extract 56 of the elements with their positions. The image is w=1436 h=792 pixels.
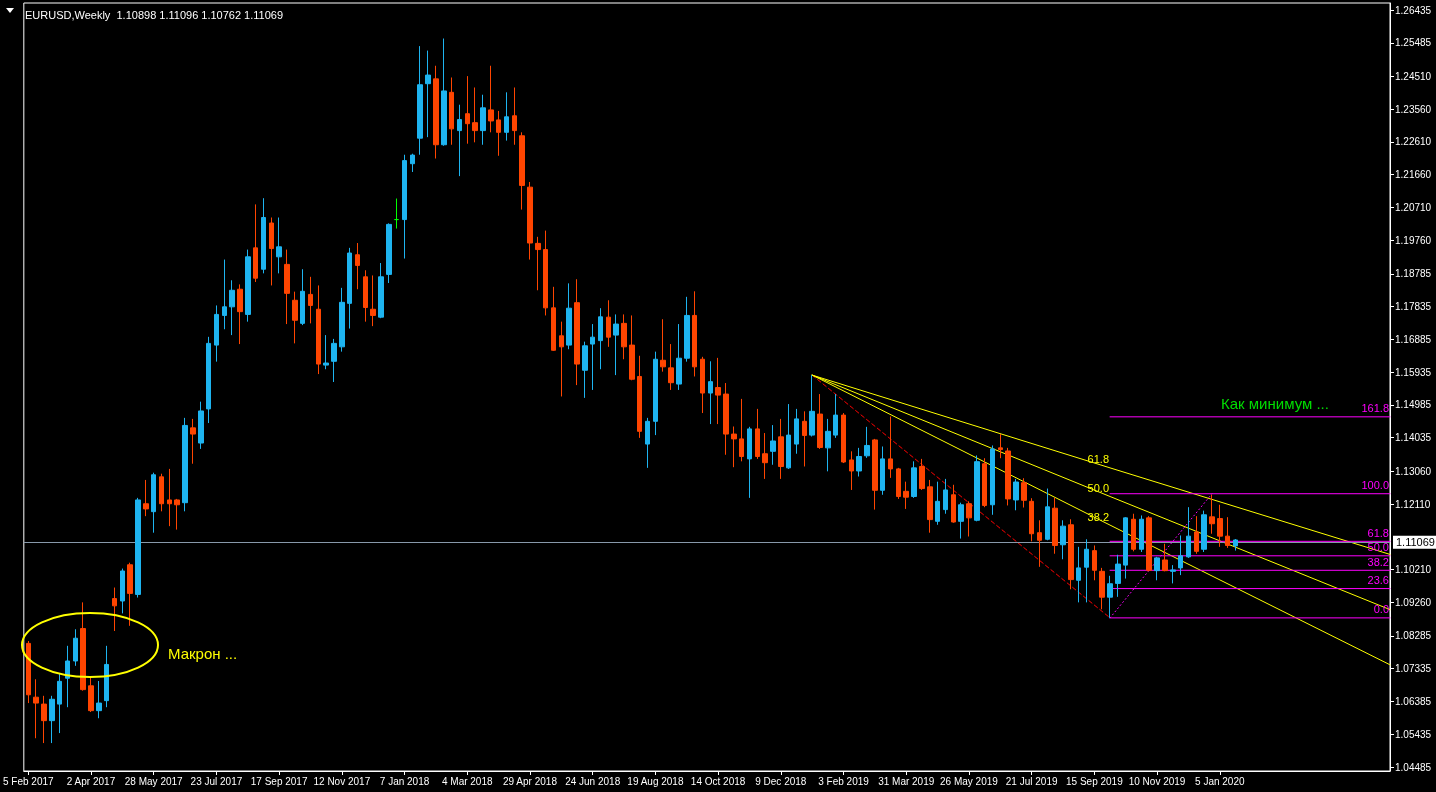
x-tick-label: 7 Jan 2018	[379, 775, 430, 787]
x-tick-label: 4 Mar 2018	[441, 775, 493, 787]
series-label: 23.6	[1367, 574, 1389, 587]
x-tick-label: 23 Jul 2017	[190, 775, 243, 787]
y-tick-label: 1.23560	[1395, 103, 1432, 115]
x-tick-label: 17 Sep 2017	[250, 775, 308, 787]
y-tick-label: 1.14985	[1395, 399, 1432, 411]
y-tick-label: 1.19760	[1395, 234, 1432, 246]
y-tick-label: 1.12110	[1395, 498, 1431, 510]
y-tick-label: 1.18785	[1395, 268, 1432, 280]
x-tick-label: 31 Mar 2019	[878, 775, 935, 787]
x-tick-label: 5 Jan 2020	[1195, 775, 1245, 787]
y-tick-label: 1.22610	[1395, 136, 1432, 148]
y-tick-label: 1.14035	[1395, 432, 1432, 444]
series-label: 61.8	[1087, 453, 1110, 466]
x-tick-label: 12 Nov 2017	[313, 775, 371, 787]
series-label: 100.0	[1361, 479, 1389, 492]
x-tick-label: 5 Feb 2017	[2, 775, 55, 787]
series-label: 50.0	[1367, 541, 1389, 554]
series-label: 61.8	[1367, 526, 1389, 539]
x-tick-label: 21 Jul 2019	[1005, 775, 1058, 787]
x-tick-label: 26 May 2019	[940, 775, 999, 787]
y-tick-label: 1.13060	[1395, 465, 1432, 477]
y-tick-label: 1.05435	[1395, 728, 1432, 740]
x-tick-label: 10 Nov 2019	[1128, 775, 1186, 787]
y-tick-label: 1.21660	[1395, 169, 1432, 181]
y-tick-label: 1.08285	[1395, 630, 1432, 642]
y-tick-label: 1.20710	[1395, 202, 1432, 213]
x-tick-label: 3 Feb 2019	[818, 775, 870, 787]
y-tick-label: 1.26435	[1395, 4, 1432, 16]
y-tick-label: 1.25485	[1395, 37, 1432, 49]
y-tick-label: 1.16885	[1395, 333, 1432, 345]
y-tick-label: 1.15935	[1395, 366, 1432, 378]
x-tick-label: 29 Apr 2018	[503, 775, 558, 787]
annotation: Макрон ...	[168, 644, 238, 662]
series-label: 50.0	[1087, 481, 1110, 494]
text: EURUSD,Weekly 1.10898 1.11096 1.10762 1.11069	[25, 8, 284, 21]
y-tick-label: 1.17835	[1395, 301, 1432, 313]
annotation: Как минимум ...	[1221, 394, 1329, 412]
x-tick-label: 24 Jun 2018	[565, 775, 621, 787]
series-label: 161.8	[1361, 402, 1389, 415]
x-tick-label: 15 Sep 2019	[1066, 775, 1124, 787]
x-tick-label: 9 Dec 2018	[755, 775, 807, 787]
y-tick-label: 1.06385	[1395, 696, 1432, 708]
series-label: 0.0	[1373, 603, 1389, 616]
x-tick-label: 14 Oct 2018	[690, 775, 746, 787]
y-tick-label: 1.09260	[1395, 596, 1432, 608]
x-tick-label: 19 Aug 2018	[627, 775, 684, 787]
ref-line-label: 1.11069	[1396, 536, 1435, 549]
y-tick-label: 1.24510	[1395, 70, 1432, 82]
series-label: 38.2	[1367, 555, 1389, 568]
y-tick-label: 1.04485	[1395, 761, 1432, 773]
x-tick-label: 28 May 2017	[124, 775, 184, 787]
y-tick-label: 1.07335	[1395, 663, 1432, 675]
y-tick-label: 1.10210	[1395, 564, 1432, 576]
x-tick-label: 2 Apr 2017	[66, 775, 116, 787]
